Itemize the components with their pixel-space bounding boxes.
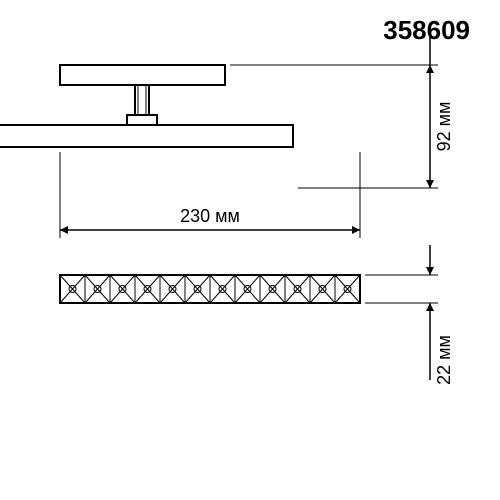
diagram-canvas: 358609 230 мм 92 мм 22 мм (0, 0, 500, 500)
product-code: 358609 (383, 15, 470, 46)
svg-text:92 мм: 92 мм (434, 102, 454, 152)
svg-text:22 мм: 22 мм (434, 335, 454, 385)
svg-text:230 мм: 230 мм (180, 206, 240, 226)
technical-drawing: 230 мм 92 мм 22 мм (0, 0, 500, 500)
